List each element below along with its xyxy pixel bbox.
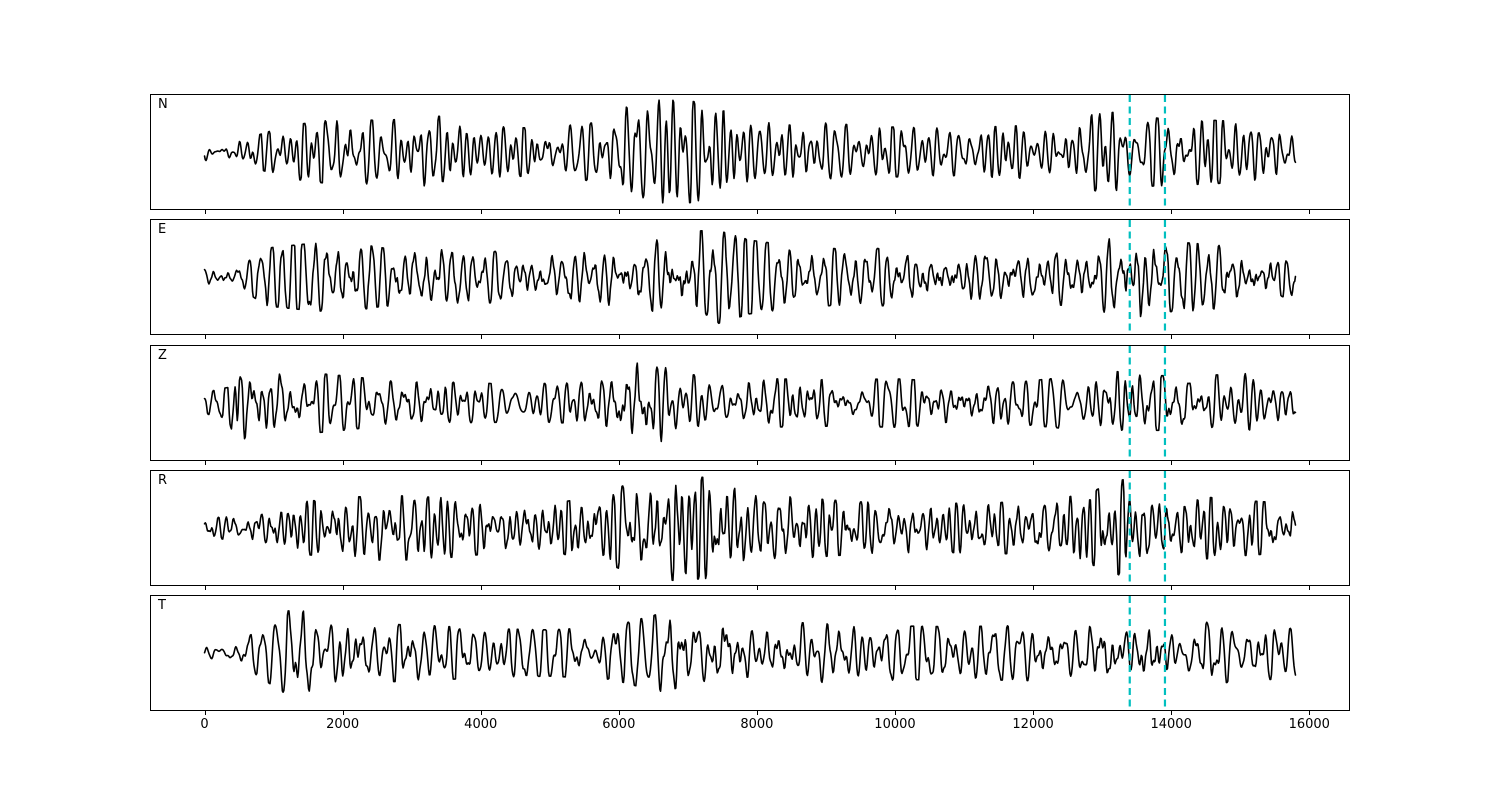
channel-label-n: N: [158, 97, 168, 112]
x-tick: [894, 711, 896, 715]
x-tick-label: 6000: [602, 717, 636, 732]
x-tick: [618, 335, 620, 340]
x-tick: [204, 711, 206, 715]
x-tick: [1033, 210, 1035, 214]
waveform-svg-z: [203, 345, 1297, 460]
x-tick: [1171, 711, 1173, 715]
trace-t: [203, 610, 1297, 693]
x-tick: [756, 335, 758, 340]
x-tick-label: 4000: [464, 717, 498, 732]
waveform-svg-r: [203, 470, 1297, 585]
x-tick: [1309, 210, 1311, 214]
x-tick: [1171, 335, 1173, 340]
channel-label-r: R: [158, 472, 168, 488]
trace-r: [203, 476, 1297, 581]
panel-t: T: [150, 595, 1350, 711]
x-tick: [1171, 585, 1173, 590]
panel-z: Z: [150, 344, 1350, 461]
channel-label-e: E: [158, 222, 167, 238]
x-tick-label: 12000: [1012, 717, 1054, 732]
x-tick: [1171, 460, 1173, 465]
x-tick: [342, 210, 344, 214]
x-tick-label: 14000: [1150, 717, 1192, 732]
x-tick: [756, 460, 758, 465]
x-tick: [204, 210, 206, 214]
x-tick: [1309, 335, 1311, 340]
x-tick: [480, 210, 482, 214]
x-tick: [1033, 585, 1035, 590]
x-tick: [618, 460, 620, 465]
x-tick-label: 16000: [1288, 717, 1330, 732]
waveform-svg-n: [203, 95, 1297, 209]
x-tick: [204, 585, 206, 590]
trace-z: [203, 361, 1297, 442]
x-tick: [342, 335, 344, 340]
panel-e: E: [150, 219, 1350, 336]
x-tick: [342, 585, 344, 590]
x-tick: [480, 460, 482, 465]
channel-label-z: Z: [158, 347, 167, 363]
x-tick: [480, 335, 482, 340]
x-tick: [480, 585, 482, 590]
x-tick: [1309, 460, 1311, 465]
trace-e: [203, 230, 1297, 325]
channel-label-t: T: [158, 598, 166, 613]
x-tick: [1033, 335, 1035, 340]
panel-r: R: [150, 469, 1350, 586]
x-tick: [894, 460, 896, 465]
x-tick: [342, 711, 344, 715]
x-tick: [756, 711, 758, 715]
x-tick-label: 10000: [874, 717, 916, 732]
x-tick: [1171, 210, 1173, 214]
x-tick: [894, 210, 896, 214]
waveform-svg-t: [203, 596, 1297, 710]
x-tick: [894, 335, 896, 340]
x-tick: [756, 585, 758, 590]
x-tick: [204, 335, 206, 340]
x-tick: [618, 210, 620, 214]
x-tick: [894, 585, 896, 590]
panel-n: N: [150, 94, 1350, 210]
trace-n: [203, 99, 1297, 204]
waveform-svg-e: [203, 220, 1297, 335]
x-tick: [1033, 711, 1035, 715]
x-tick: [756, 210, 758, 214]
x-tick: [204, 460, 206, 465]
x-tick: [1033, 460, 1035, 465]
x-tick-label: 0: [200, 717, 209, 732]
x-tick: [618, 585, 620, 590]
x-tick-label: 2000: [326, 717, 360, 732]
x-tick: [480, 711, 482, 715]
x-tick: [618, 711, 620, 715]
x-tick: [1309, 711, 1311, 715]
x-tick: [1309, 585, 1311, 590]
x-tick: [342, 460, 344, 465]
x-tick-label: 8000: [740, 717, 774, 732]
